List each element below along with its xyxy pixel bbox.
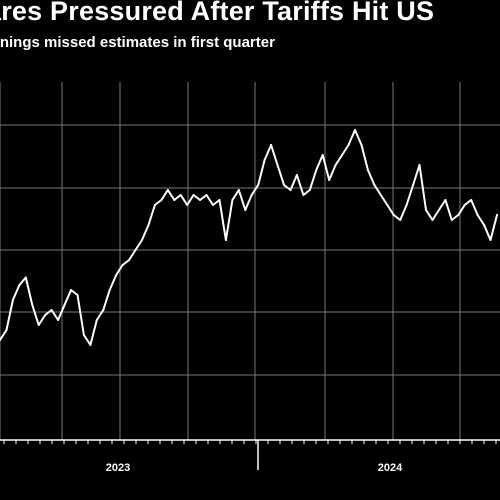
data-point <box>347 144 350 146</box>
data-point <box>11 299 14 301</box>
data-point <box>192 194 195 196</box>
data-point <box>270 144 273 146</box>
data-point <box>386 204 389 206</box>
data-point <box>450 219 453 221</box>
series-line <box>0 129 498 346</box>
data-point <box>95 319 98 321</box>
data-point <box>70 289 72 291</box>
data-point <box>37 324 40 326</box>
data-point <box>289 189 292 191</box>
data-point <box>50 309 53 311</box>
data-point <box>302 194 305 196</box>
data-point <box>5 329 8 331</box>
data-point <box>457 214 460 216</box>
data-point <box>153 204 156 206</box>
data-point <box>141 239 143 241</box>
data-point <box>283 184 285 186</box>
series-layer <box>0 129 498 346</box>
data-point <box>334 164 337 166</box>
data-point <box>437 209 440 211</box>
data-point <box>354 129 356 131</box>
data-point <box>89 344 92 346</box>
data-point <box>24 276 27 279</box>
data-point <box>63 304 66 306</box>
data-point <box>82 334 85 336</box>
data-point <box>31 304 34 306</box>
data-point <box>231 199 234 201</box>
data-point <box>328 179 331 181</box>
data-point <box>0 339 1 341</box>
data-point <box>412 184 415 186</box>
data-point <box>476 214 479 216</box>
data-point <box>257 184 260 186</box>
data-point <box>57 319 60 321</box>
data-point <box>173 199 176 201</box>
data-point <box>470 199 473 201</box>
data-point <box>496 214 498 216</box>
data-point <box>218 199 221 201</box>
x-axis <box>0 439 500 470</box>
data-point <box>431 219 434 221</box>
data-point <box>489 239 492 241</box>
data-point <box>224 239 227 241</box>
data-point <box>250 194 253 196</box>
data-point <box>205 194 208 196</box>
data-point <box>444 199 447 201</box>
data-point <box>147 224 150 226</box>
data-point <box>160 199 163 201</box>
data-point <box>483 224 486 226</box>
data-point <box>399 219 402 221</box>
data-point <box>166 189 169 191</box>
tick-labels: 2023 2024 <box>106 462 403 474</box>
data-point <box>237 189 240 191</box>
data-point <box>18 284 21 286</box>
data-point <box>128 259 131 261</box>
data-point <box>244 209 247 211</box>
data-point <box>76 294 79 296</box>
data-point <box>212 204 214 206</box>
data-point <box>186 204 189 206</box>
data-point <box>108 289 111 291</box>
data-point <box>373 184 376 186</box>
data-point <box>263 159 266 161</box>
data-point <box>360 144 363 146</box>
data-point <box>379 194 382 196</box>
x-tick-label: 2024 <box>378 462 403 474</box>
data-point <box>115 274 118 276</box>
data-point <box>425 209 427 211</box>
data-point <box>315 169 318 171</box>
data-point <box>405 204 408 206</box>
data-point <box>121 264 124 266</box>
data-point <box>308 189 311 191</box>
x-tick-label: 2023 <box>106 462 130 474</box>
data-point <box>321 154 324 156</box>
chart-title: ares Pressured After Tariffs Hit US <box>0 0 435 26</box>
data-point <box>463 204 466 206</box>
grid <box>0 82 500 440</box>
data-point <box>295 174 298 176</box>
data-point <box>392 214 395 216</box>
data-point <box>102 309 105 311</box>
data-point <box>276 164 279 166</box>
data-point <box>366 169 369 171</box>
data-point <box>44 314 47 316</box>
data-point <box>134 249 137 251</box>
data-point <box>199 199 202 201</box>
data-point <box>179 194 182 196</box>
chart-subtitle: rnings missed estimates in first quarter <box>0 34 275 51</box>
data-point <box>418 164 421 166</box>
data-point <box>341 154 344 156</box>
